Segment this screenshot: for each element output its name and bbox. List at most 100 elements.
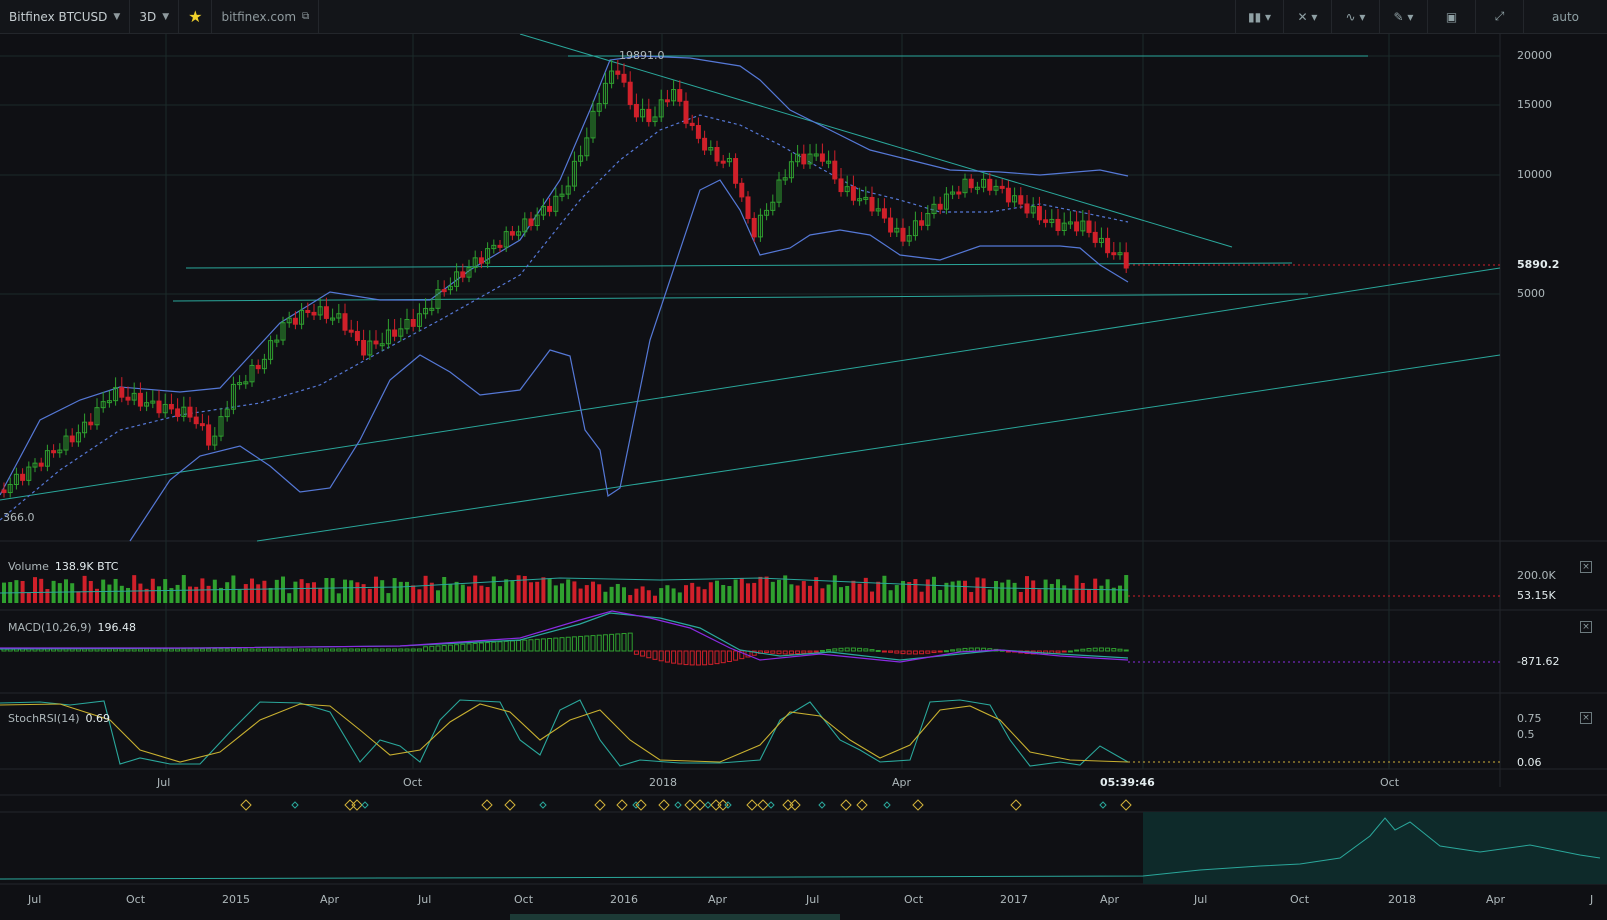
volume-bar — [857, 583, 862, 603]
macd-bar — [472, 642, 478, 652]
event-marker — [291, 801, 299, 809]
event-marker — [724, 801, 732, 809]
candle-body — [602, 82, 608, 105]
stochrsi-legend: StochRSI(14) 0.69 — [8, 712, 110, 725]
macd-bar — [547, 637, 553, 652]
volume-bar — [1000, 582, 1005, 603]
candle-body — [689, 122, 695, 127]
macd-bar — [1111, 648, 1117, 652]
macd-bar — [900, 650, 906, 655]
macd-bar — [156, 648, 162, 652]
close-stochrsi-icon[interactable]: × — [1580, 712, 1592, 724]
cursor-time-label: 05:39:46 — [1100, 776, 1155, 789]
navigator-tick: 2017 — [1000, 893, 1028, 906]
candle-body — [423, 307, 429, 315]
navigator-scrollbar[interactable] — [510, 914, 840, 920]
volume-bar — [82, 575, 87, 603]
volume-bar — [746, 583, 750, 603]
candle-body — [162, 403, 168, 414]
price-chart[interactable] — [0, 34, 1607, 920]
volume-bar — [76, 591, 81, 603]
volume-bar — [392, 578, 397, 603]
volume-bar — [1012, 582, 1017, 603]
close-volume-icon[interactable]: × — [1580, 561, 1592, 573]
volume-bar — [522, 575, 527, 603]
macd-histogram — [1, 632, 1129, 666]
macd-bar — [435, 645, 441, 652]
navigator-tick: Oct — [514, 893, 534, 906]
volume-bar — [473, 575, 478, 603]
macd-bar — [1123, 649, 1129, 652]
candle-body — [956, 191, 962, 195]
macd-bar — [75, 648, 81, 652]
candle-body — [801, 153, 807, 165]
candle-body — [782, 177, 788, 181]
volume-bar — [715, 580, 719, 603]
volume-bar — [1118, 585, 1122, 603]
macd-bar — [137, 648, 143, 652]
macd-bar — [894, 650, 900, 654]
macd-bar — [1098, 647, 1104, 652]
volume-bar — [944, 582, 949, 603]
volume-bar — [436, 590, 440, 603]
candle-body — [1036, 206, 1042, 221]
indicators-button[interactable]: ∿ ▾ — [1331, 0, 1379, 33]
navigator-window[interactable] — [1143, 812, 1607, 884]
screenshot-button[interactable]: ▣ — [1427, 0, 1475, 33]
candle-body — [646, 108, 652, 123]
symbol-selector[interactable]: Bitfinex BTCUSD ▼ — [0, 0, 131, 33]
candle-body — [993, 185, 999, 191]
candle-body — [392, 329, 398, 337]
volume-bar — [491, 576, 496, 603]
volume-bar — [752, 582, 757, 603]
price-tick: 5000 — [1517, 287, 1545, 300]
macd-bar — [677, 650, 683, 665]
candle-body — [1117, 252, 1123, 256]
stochrsi-title: StochRSI(14) — [8, 712, 80, 725]
favorite-button[interactable]: ★ — [179, 0, 213, 33]
navigator-tick: Oct — [126, 893, 146, 906]
candle-body — [906, 235, 912, 242]
candle-body — [150, 400, 156, 404]
site-link[interactable]: bitfinex.com ⧉ — [212, 0, 320, 33]
volume-bar — [690, 582, 695, 603]
macd-bar — [739, 650, 745, 660]
scale-mode-button[interactable]: auto — [1523, 0, 1607, 33]
volume-bar — [987, 589, 992, 603]
compare-button[interactable]: ✕ ▾ — [1283, 0, 1331, 33]
timeframe-selector[interactable]: 3D ▼ — [130, 0, 180, 33]
candle-body — [857, 198, 863, 202]
macd-bar — [317, 648, 323, 652]
volume-bar — [919, 591, 924, 603]
volume-bar — [820, 588, 825, 603]
macd-bar — [658, 650, 664, 662]
volume-bar — [26, 592, 31, 603]
macd-bar — [379, 648, 385, 652]
volume-bar — [1093, 578, 1098, 603]
macd-bar — [615, 633, 621, 652]
candle-body — [404, 319, 410, 330]
candle-body — [931, 203, 937, 215]
candle-body — [156, 400, 162, 414]
event-marker — [912, 799, 924, 811]
macd-bar — [801, 650, 807, 654]
volume-bar — [460, 584, 465, 603]
chart-type-button[interactable]: ▮▮ ▾ — [1235, 0, 1283, 33]
volume-tick: 200.0K — [1517, 569, 1556, 582]
expand-icon: ⤢ — [1494, 9, 1505, 23]
macd-bar — [94, 648, 100, 652]
candle-body — [1030, 206, 1036, 214]
candle-body — [311, 311, 317, 316]
close-macd-icon[interactable]: × — [1580, 621, 1592, 633]
stochrsi-last-label: 0.06 — [1517, 756, 1542, 769]
volume-bar — [1056, 579, 1060, 603]
macd-bar — [906, 650, 912, 655]
candle-body — [528, 218, 534, 227]
volume-bar — [541, 577, 546, 603]
candle-body — [299, 310, 305, 325]
fullscreen-button[interactable]: ⤢ — [1475, 0, 1523, 33]
macd-last-label: -871.62 — [1517, 655, 1560, 668]
candle-body — [925, 213, 931, 226]
drawing-tools-button[interactable]: ✎ ▾ — [1379, 0, 1427, 33]
macd-bar — [664, 650, 670, 663]
